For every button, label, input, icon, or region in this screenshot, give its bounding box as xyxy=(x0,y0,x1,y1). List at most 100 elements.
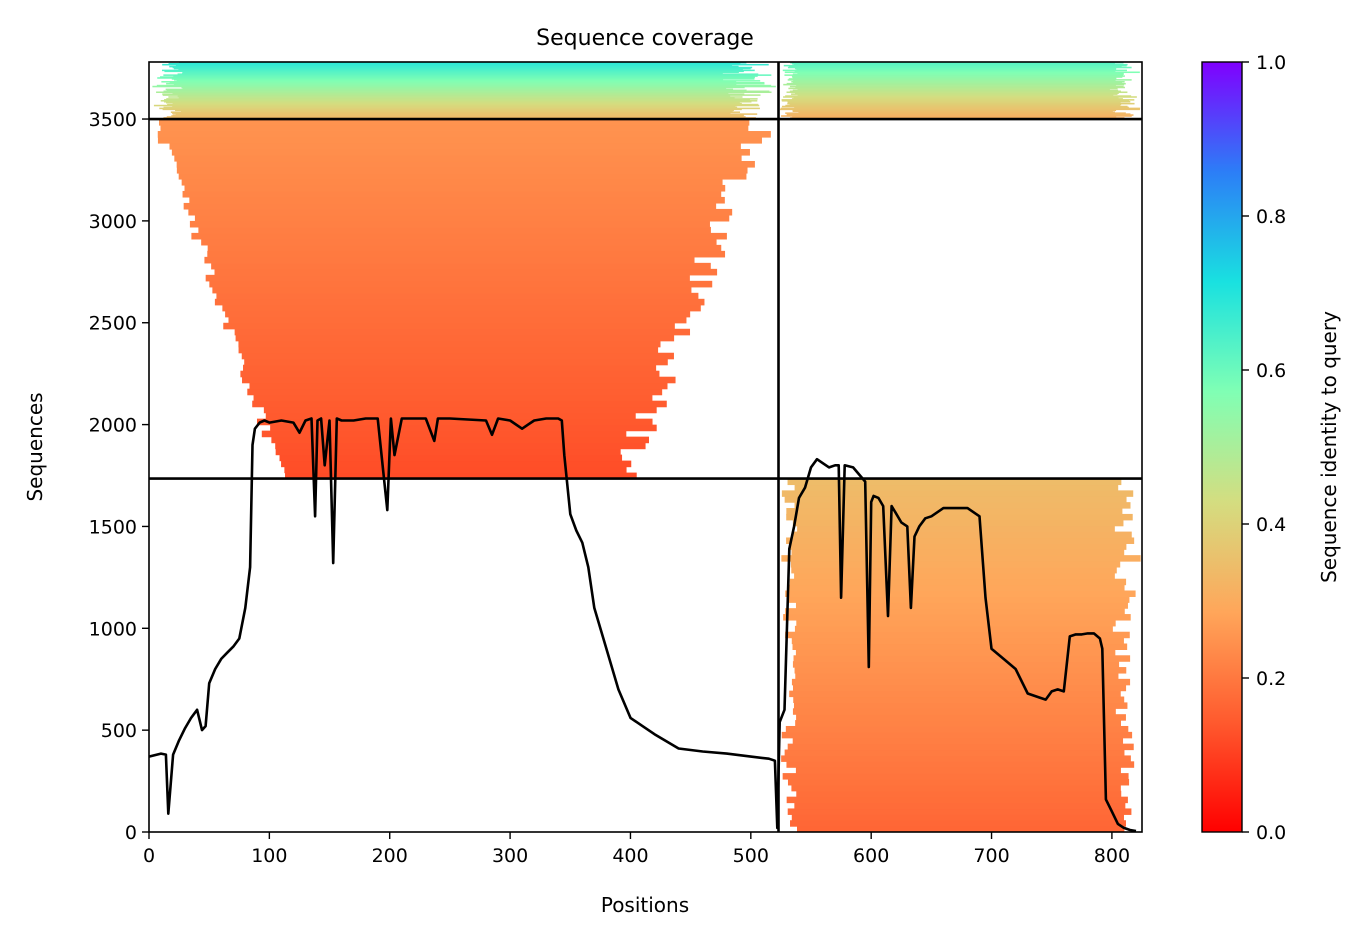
heatmap-row xyxy=(792,661,1120,668)
heatmap-row xyxy=(792,81,1123,84)
heatmap-row xyxy=(207,244,722,252)
heatmap-block xyxy=(152,62,776,120)
heatmap-row xyxy=(228,316,687,324)
plot-frame xyxy=(148,61,1143,833)
heatmap-row xyxy=(793,696,1125,704)
x-tick-label: 700 xyxy=(973,845,1009,867)
heatmap-row xyxy=(791,93,1118,95)
heatmap-row xyxy=(792,519,1124,527)
heatmap-row xyxy=(794,572,1115,580)
heatmap-row xyxy=(171,148,750,156)
heatmap-row xyxy=(265,412,636,420)
y-tick-label: 2500 xyxy=(89,313,137,335)
heatmap-row xyxy=(241,352,674,360)
heatmap-row xyxy=(792,708,1116,715)
heatmap-row xyxy=(786,113,1131,115)
heatmap-row xyxy=(781,731,1133,739)
heatmap-row xyxy=(177,95,731,97)
x-axis: 0 100 200 300 400 500 600 700 800 xyxy=(143,832,1130,867)
heatmap-row xyxy=(789,543,1127,550)
heatmap-row xyxy=(794,625,1113,633)
heatmap-row xyxy=(784,74,1124,76)
heatmap-row xyxy=(782,69,1127,72)
colorbar-tick-label: 0.2 xyxy=(1256,668,1286,690)
heatmap-row xyxy=(181,86,745,89)
x-axis-label: Positions xyxy=(601,893,689,917)
heatmap-row xyxy=(166,116,746,118)
y-tick-label: 1000 xyxy=(89,618,137,640)
heatmap-row xyxy=(164,70,744,73)
heatmap-row xyxy=(252,400,667,408)
heatmap-block xyxy=(781,478,1141,832)
heatmap-row xyxy=(191,232,727,240)
heatmap-row xyxy=(177,73,759,75)
heatmap-row xyxy=(168,62,741,65)
heatmap-row xyxy=(795,602,1128,609)
heatmap-row xyxy=(163,90,770,93)
heatmap-row xyxy=(279,454,623,462)
heatmap-row xyxy=(781,105,1128,108)
heatmap-row xyxy=(235,334,675,342)
colorbar-tick-label: 1.0 xyxy=(1256,52,1286,74)
heatmap-row xyxy=(787,808,1132,815)
colorbar-tick-label: 0.4 xyxy=(1256,514,1286,536)
x-tick-label: 500 xyxy=(733,845,769,867)
heatmap-row xyxy=(172,66,753,69)
heatmap-row xyxy=(791,566,1117,574)
heatmap-row xyxy=(792,110,1113,113)
heatmap-block xyxy=(157,119,771,480)
heatmap-row xyxy=(222,304,701,312)
colorbar-tick-label: 0.0 xyxy=(1256,822,1286,844)
heatmap-row xyxy=(162,108,742,111)
heatmap-row xyxy=(216,292,699,300)
heatmap-row xyxy=(176,160,755,168)
y-tick-label: 0 xyxy=(125,822,137,844)
heatmap-row xyxy=(184,184,726,192)
heatmap-row xyxy=(793,655,1131,662)
heatmap-row xyxy=(247,388,663,396)
heatmap-row xyxy=(281,460,632,468)
heatmap-row xyxy=(781,100,1130,102)
heatmap-row xyxy=(784,496,1127,503)
heatmap-row xyxy=(781,490,1134,497)
heatmap-row xyxy=(781,555,1141,562)
heatmap-row xyxy=(158,119,750,126)
heatmap-row xyxy=(214,298,705,306)
heatmap-row xyxy=(793,80,1116,82)
heatmap-row xyxy=(791,814,1124,821)
heatmap-row xyxy=(182,72,723,75)
heatmap-row xyxy=(796,714,1126,721)
heatmap-row xyxy=(780,107,1141,110)
heatmap-row xyxy=(791,784,1121,792)
heatmap-row xyxy=(784,749,1125,757)
heatmap-row xyxy=(242,376,676,384)
heatmap-row xyxy=(173,67,751,70)
y-tick-label: 3000 xyxy=(89,211,137,233)
heatmap-row xyxy=(797,94,1114,96)
heatmap-row xyxy=(796,826,1125,832)
heatmap-row xyxy=(167,103,759,106)
plot-area xyxy=(149,62,1142,832)
heatmap-row xyxy=(169,65,739,68)
coverage-line xyxy=(149,417,1137,832)
heatmap-row xyxy=(285,472,637,480)
heatmap-row xyxy=(792,109,1117,112)
heatmap-row xyxy=(794,502,1131,509)
heatmap-row xyxy=(178,68,743,71)
heatmap-row xyxy=(162,94,761,96)
heatmap-row xyxy=(271,436,649,444)
heatmap-row xyxy=(785,608,1125,615)
heatmap-row xyxy=(786,513,1133,521)
colorbar-ticks: 0.0 0.2 0.4 0.6 0.8 1.0 xyxy=(1242,52,1286,844)
colorbar-tick-label: 0.6 xyxy=(1256,360,1286,382)
heatmap-row xyxy=(789,690,1121,698)
heatmap-row xyxy=(792,737,1124,745)
heatmap-row xyxy=(781,115,1132,117)
heatmap-row xyxy=(786,91,1128,94)
heatmap-row xyxy=(166,82,765,85)
heatmap-row xyxy=(162,63,769,66)
heatmap-row xyxy=(797,72,1124,75)
heatmap-row xyxy=(796,619,1116,627)
x-tick-label: 0 xyxy=(143,845,155,867)
heatmap-row xyxy=(166,101,740,104)
